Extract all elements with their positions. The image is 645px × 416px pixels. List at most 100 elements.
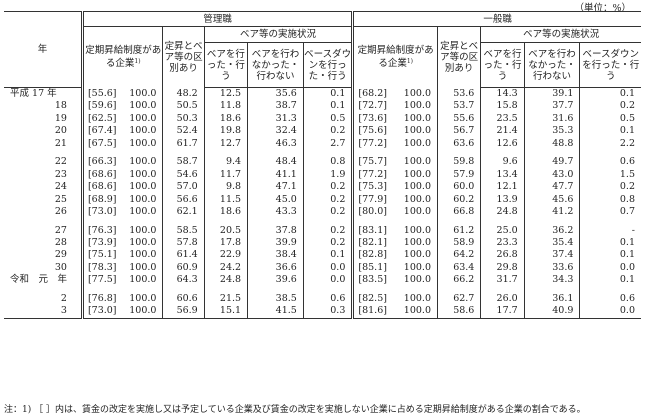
m-hundred-cell: 100.0 (123, 87, 164, 101)
year-cell: 令和 元 年 (4, 274, 84, 287)
m-bracket-cell: [76.3] (87, 224, 117, 236)
g-base-down-cell: 0.7 (619, 206, 635, 218)
m-did-base-up-cell: 24.8 (204, 274, 249, 287)
m-no-base-up-cell: 38.7 (247, 100, 304, 113)
m-bracket-cell: [73.0] (82, 305, 124, 319)
g-hundred-cell: 100.0 (396, 193, 439, 207)
m-did-base-up-cell: 11.8 (204, 100, 249, 113)
m-base-down-cell: 0.2 (303, 206, 355, 219)
g-base-down-header: ベースダウンを行った・行う (579, 42, 641, 88)
g-base-down-cell: 0.6 (619, 156, 635, 168)
table-row: 平成 17 年 [55.6] 100.0 48.2 12.5 35.6 0.1 [68.2] 1… (4, 87, 641, 101)
g-distinction-cell: 63.6 (437, 137, 482, 151)
table-row: 令和 元 年 [77.5] 100.0 64.3 24.8 39.6 0.0 [83.5] 10… (4, 274, 641, 287)
m-base-down-cell: 0.0 (303, 261, 355, 275)
g-hundred-cell: 100.0 (396, 218, 439, 237)
m-distinction-cell: 60.6 (162, 286, 205, 306)
g-distinction-cell: 66.2 (437, 274, 482, 287)
m-base-down-cell: 2.7 (303, 137, 355, 151)
m-distinction-cell: 50.5 (162, 100, 205, 113)
g-distinction-cell: 64.2 (437, 249, 482, 262)
m-base-down-cell: 0.5 (303, 112, 355, 126)
table-row: 26 [73.0] 100.0 62.1 18.6 43.3 0.2 [80.0] 100.0 6… (4, 206, 641, 219)
m-bracket-cell: [75.1] (87, 249, 117, 261)
g-no-base-up-cell: 33.6 (524, 261, 581, 275)
g-did-base-up-cell: 23.3 (480, 236, 525, 250)
table-row: 18 [59.6] 100.0 50.5 11.8 38.7 0.1 [72.7] 100.0 5… (4, 100, 641, 113)
m-did-base-up-cell: 18.6 (204, 206, 249, 219)
g-base-down-cell: 0.2 (619, 100, 635, 112)
m-bracket-cell: [68.9] (87, 193, 117, 205)
m-base-down-cell: 0.8 (303, 150, 355, 169)
g-regular-raise-header: 定期昇給制度がある企業1) (352, 26, 438, 88)
m-distinction-cell: 61.4 (162, 249, 205, 262)
g-hundred-cell: 100.0 (396, 87, 439, 101)
m-did-base-up-header: ベアを行った・行う (204, 42, 249, 88)
year-cell: 30 (4, 261, 84, 275)
m-did-base-up-cell: 9.8 (204, 181, 249, 194)
table-row: 23 [68.6] 100.0 54.6 11.7 41.1 1.9 [77.2] 100.0 5… (4, 168, 641, 182)
g-no-base-up-cell: 45.6 (524, 193, 581, 207)
g-distinction-cell: 63.4 (437, 261, 482, 275)
m-no-base-up-cell: 45.0 (247, 193, 304, 207)
m-bracket-cell: [73.9] (87, 236, 117, 248)
g-bracket-cell: [82.8] (358, 249, 387, 261)
m-no-base-up-cell: 31.3 (247, 112, 304, 126)
g-no-base-up-cell: 37.4 (524, 249, 581, 262)
table-body: 平成 17 年 [55.6] 100.0 48.2 12.5 35.6 0.1 [68.2] 1… (4, 87, 641, 319)
m-distinction-cell: 58.5 (162, 218, 205, 237)
m-hundred-cell: 100.0 (123, 286, 164, 306)
g-distinction-cell: 60.0 (437, 181, 482, 194)
g-no-base-up-cell: 35.3 (524, 125, 581, 138)
year-cell: 28 (4, 236, 84, 250)
m-base-down-cell: 0.2 (303, 125, 355, 138)
year-cell: 22 (4, 150, 84, 169)
m-no-base-up-cell: 38.4 (247, 249, 304, 262)
g-did-base-up-cell: 12.1 (480, 181, 525, 194)
m-hundred-cell: 100.0 (123, 261, 164, 275)
m-no-base-up-header: ベアを行わなかった・行わない (247, 42, 304, 88)
g-hundred-cell: 100.0 (396, 249, 439, 262)
g-bracket-cell: [81.6] (352, 305, 397, 319)
m-hundred-cell: 100.0 (123, 274, 164, 287)
m-distinction-header: 定昇とベア等の区別あり (162, 26, 205, 88)
g-no-base-up-cell: 36.1 (524, 286, 581, 306)
m-did-base-up-cell: 12.5 (204, 87, 249, 101)
g-base-down-cell: 0.8 (619, 193, 635, 205)
g-no-base-up-header: ベアを行わなかった・行わない (524, 42, 581, 88)
g-distinction-cell: 60.2 (437, 193, 482, 207)
g-bracket-cell: [83.1] (358, 224, 387, 236)
m-base-down-cell: 0.2 (303, 218, 355, 237)
m-hundred-cell: 100.0 (123, 125, 164, 138)
g-distinction-cell: 56.7 (437, 125, 482, 138)
g-hundred-cell: 100.0 (396, 274, 439, 287)
year-cell: 27 (4, 218, 84, 237)
m-hundred-cell: 100.0 (123, 206, 164, 219)
g-base-down-cell: 0.6 (619, 292, 635, 304)
g-did-base-up-cell: 13.4 (480, 168, 525, 182)
g-no-base-up-cell: 49.7 (524, 150, 581, 169)
g-bracket-cell: [75.6] (358, 125, 387, 137)
g-no-base-up-cell: 41.2 (524, 206, 581, 219)
g-hundred-cell: 100.0 (396, 150, 439, 169)
table-row: 29 [75.1] 100.0 61.4 22.9 38.4 0.1 [82.8] 100.0 6… (4, 249, 641, 262)
m-base-down-cell: 0.2 (303, 181, 355, 194)
g-no-base-up-cell: 36.2 (524, 218, 581, 237)
m-base-down-cell: 0.2 (303, 236, 355, 250)
g-base-down-cell: 0.2 (619, 181, 635, 193)
table-row: 22 [66.3] 100.0 58.7 9.4 48.4 0.8 [75.7] 100.0 59… (4, 150, 641, 169)
year-cell: 19 (4, 112, 84, 126)
m-bracket-cell: [68.6] (87, 181, 117, 193)
table-row: 27 [76.3] 100.0 58.5 20.5 37.8 0.2 [83.1] 100.0 6… (4, 218, 641, 237)
m-distinction-cell: 50.3 (162, 112, 205, 126)
g-did-base-up-cell: 25.0 (480, 218, 525, 237)
g-no-base-up-cell: 40.9 (524, 305, 581, 319)
g-distinction-cell: 57.9 (437, 168, 482, 182)
m-no-base-up-cell: 35.6 (247, 87, 304, 101)
m-bracket-cell: [59.6] (87, 100, 117, 112)
g-bracket-cell: [75.7] (358, 156, 387, 168)
g-distinction-cell: 59.8 (437, 150, 482, 169)
m-no-base-up-cell: 32.4 (247, 125, 304, 138)
m-hundred-cell: 100.0 (123, 100, 164, 113)
m-did-base-up-cell: 19.8 (204, 125, 249, 138)
